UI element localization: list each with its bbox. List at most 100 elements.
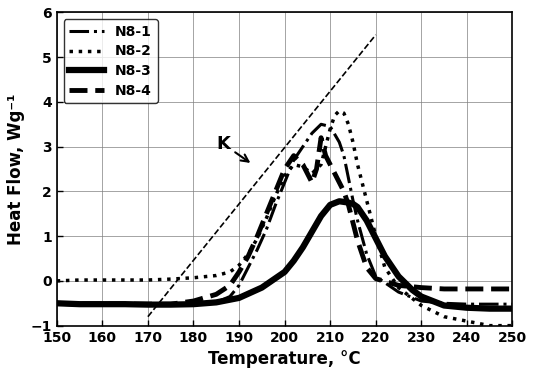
N8-1 bbox=[290, 158, 297, 162]
N8-1 bbox=[300, 144, 306, 149]
N8-4 bbox=[53, 301, 60, 306]
X-axis label: Temperature, °C: Temperature, °C bbox=[208, 350, 361, 368]
N8-3 bbox=[145, 302, 151, 307]
N8-2 bbox=[281, 174, 288, 178]
N8-4 bbox=[341, 189, 347, 194]
N8-3 bbox=[281, 270, 288, 274]
N8-1 bbox=[168, 302, 174, 306]
N8-3 bbox=[122, 302, 128, 306]
N8-4 bbox=[345, 202, 351, 207]
N8-1 bbox=[213, 300, 219, 304]
N8-2 bbox=[418, 303, 425, 308]
N8-4 bbox=[323, 153, 329, 158]
N8-2 bbox=[441, 315, 447, 319]
Y-axis label: Heat Flow, Wg⁻¹: Heat Flow, Wg⁻¹ bbox=[7, 93, 25, 245]
N8-3 bbox=[327, 202, 333, 207]
N8-2 bbox=[245, 252, 252, 256]
N8-2 bbox=[168, 277, 174, 281]
N8-1 bbox=[227, 294, 233, 299]
N8-4 bbox=[364, 265, 370, 270]
N8-4 bbox=[281, 167, 288, 171]
N8-1 bbox=[509, 302, 516, 306]
N8-4 bbox=[227, 283, 233, 288]
N8-1 bbox=[245, 265, 252, 270]
N8-1 bbox=[318, 122, 324, 126]
N8-1 bbox=[263, 227, 270, 232]
N8-3 bbox=[76, 302, 83, 306]
N8-3 bbox=[168, 302, 174, 307]
N8-1 bbox=[145, 302, 151, 306]
N8-3 bbox=[509, 306, 516, 311]
N8-3 bbox=[300, 245, 306, 250]
N8-1 bbox=[272, 202, 279, 207]
N8-4 bbox=[464, 287, 470, 291]
N8-2 bbox=[254, 236, 261, 241]
N8-3 bbox=[350, 202, 356, 206]
N8-4 bbox=[509, 287, 516, 291]
N8-1 bbox=[486, 302, 493, 306]
N8-3 bbox=[373, 236, 379, 241]
Line: N8-3: N8-3 bbox=[57, 201, 513, 309]
N8-3 bbox=[418, 294, 425, 299]
N8-2 bbox=[373, 234, 379, 238]
N8-2 bbox=[99, 278, 106, 282]
N8-1 bbox=[281, 180, 288, 185]
N8-3 bbox=[364, 218, 370, 223]
N8-4 bbox=[373, 276, 379, 281]
N8-4 bbox=[332, 171, 338, 176]
N8-1 bbox=[327, 124, 333, 129]
N8-3 bbox=[309, 230, 315, 234]
N8-1 bbox=[53, 301, 60, 306]
N8-3 bbox=[464, 306, 470, 310]
N8-1 bbox=[99, 302, 106, 306]
N8-3 bbox=[395, 274, 402, 279]
N8-4 bbox=[313, 167, 320, 171]
N8-1 bbox=[341, 153, 347, 158]
N8-1 bbox=[76, 302, 83, 306]
N8-3 bbox=[190, 302, 197, 306]
N8-3 bbox=[318, 214, 324, 218]
N8-2 bbox=[318, 162, 324, 167]
N8-4 bbox=[263, 211, 270, 216]
N8-3 bbox=[409, 288, 415, 292]
N8-3 bbox=[258, 285, 265, 290]
N8-4 bbox=[486, 287, 493, 291]
N8-4 bbox=[355, 238, 361, 243]
N8-4 bbox=[327, 162, 333, 167]
N8-2 bbox=[300, 165, 306, 169]
N8-4 bbox=[336, 180, 342, 185]
N8-2 bbox=[350, 140, 356, 144]
Legend: N8-1, N8-2, N8-3, N8-4: N8-1, N8-2, N8-3, N8-4 bbox=[64, 20, 158, 103]
N8-4 bbox=[190, 299, 197, 303]
N8-2 bbox=[345, 122, 351, 126]
N8-1 bbox=[309, 131, 315, 135]
N8-2 bbox=[464, 319, 470, 323]
N8-2 bbox=[364, 198, 370, 202]
N8-1 bbox=[345, 176, 351, 180]
N8-2 bbox=[355, 162, 361, 167]
N8-4 bbox=[236, 270, 242, 274]
Line: N8-1: N8-1 bbox=[57, 124, 513, 304]
N8-4 bbox=[395, 283, 402, 288]
N8-4 bbox=[168, 302, 174, 306]
N8-2 bbox=[509, 323, 516, 328]
N8-2 bbox=[122, 278, 128, 282]
N8-2 bbox=[336, 109, 342, 113]
N8-1 bbox=[254, 248, 261, 252]
N8-1 bbox=[190, 302, 197, 306]
N8-2 bbox=[290, 162, 297, 167]
N8-4 bbox=[122, 302, 128, 306]
N8-2 bbox=[53, 279, 60, 283]
N8-3 bbox=[441, 303, 447, 308]
N8-1 bbox=[350, 198, 356, 202]
N8-2 bbox=[263, 216, 270, 220]
N8-2 bbox=[236, 263, 242, 267]
Text: K: K bbox=[216, 135, 248, 162]
N8-4 bbox=[76, 302, 83, 306]
N8-1 bbox=[395, 290, 402, 294]
N8-3 bbox=[355, 205, 361, 209]
N8-1 bbox=[122, 302, 128, 306]
N8-1 bbox=[336, 140, 342, 144]
Line: N8-2: N8-2 bbox=[57, 111, 513, 326]
N8-2 bbox=[332, 113, 338, 118]
